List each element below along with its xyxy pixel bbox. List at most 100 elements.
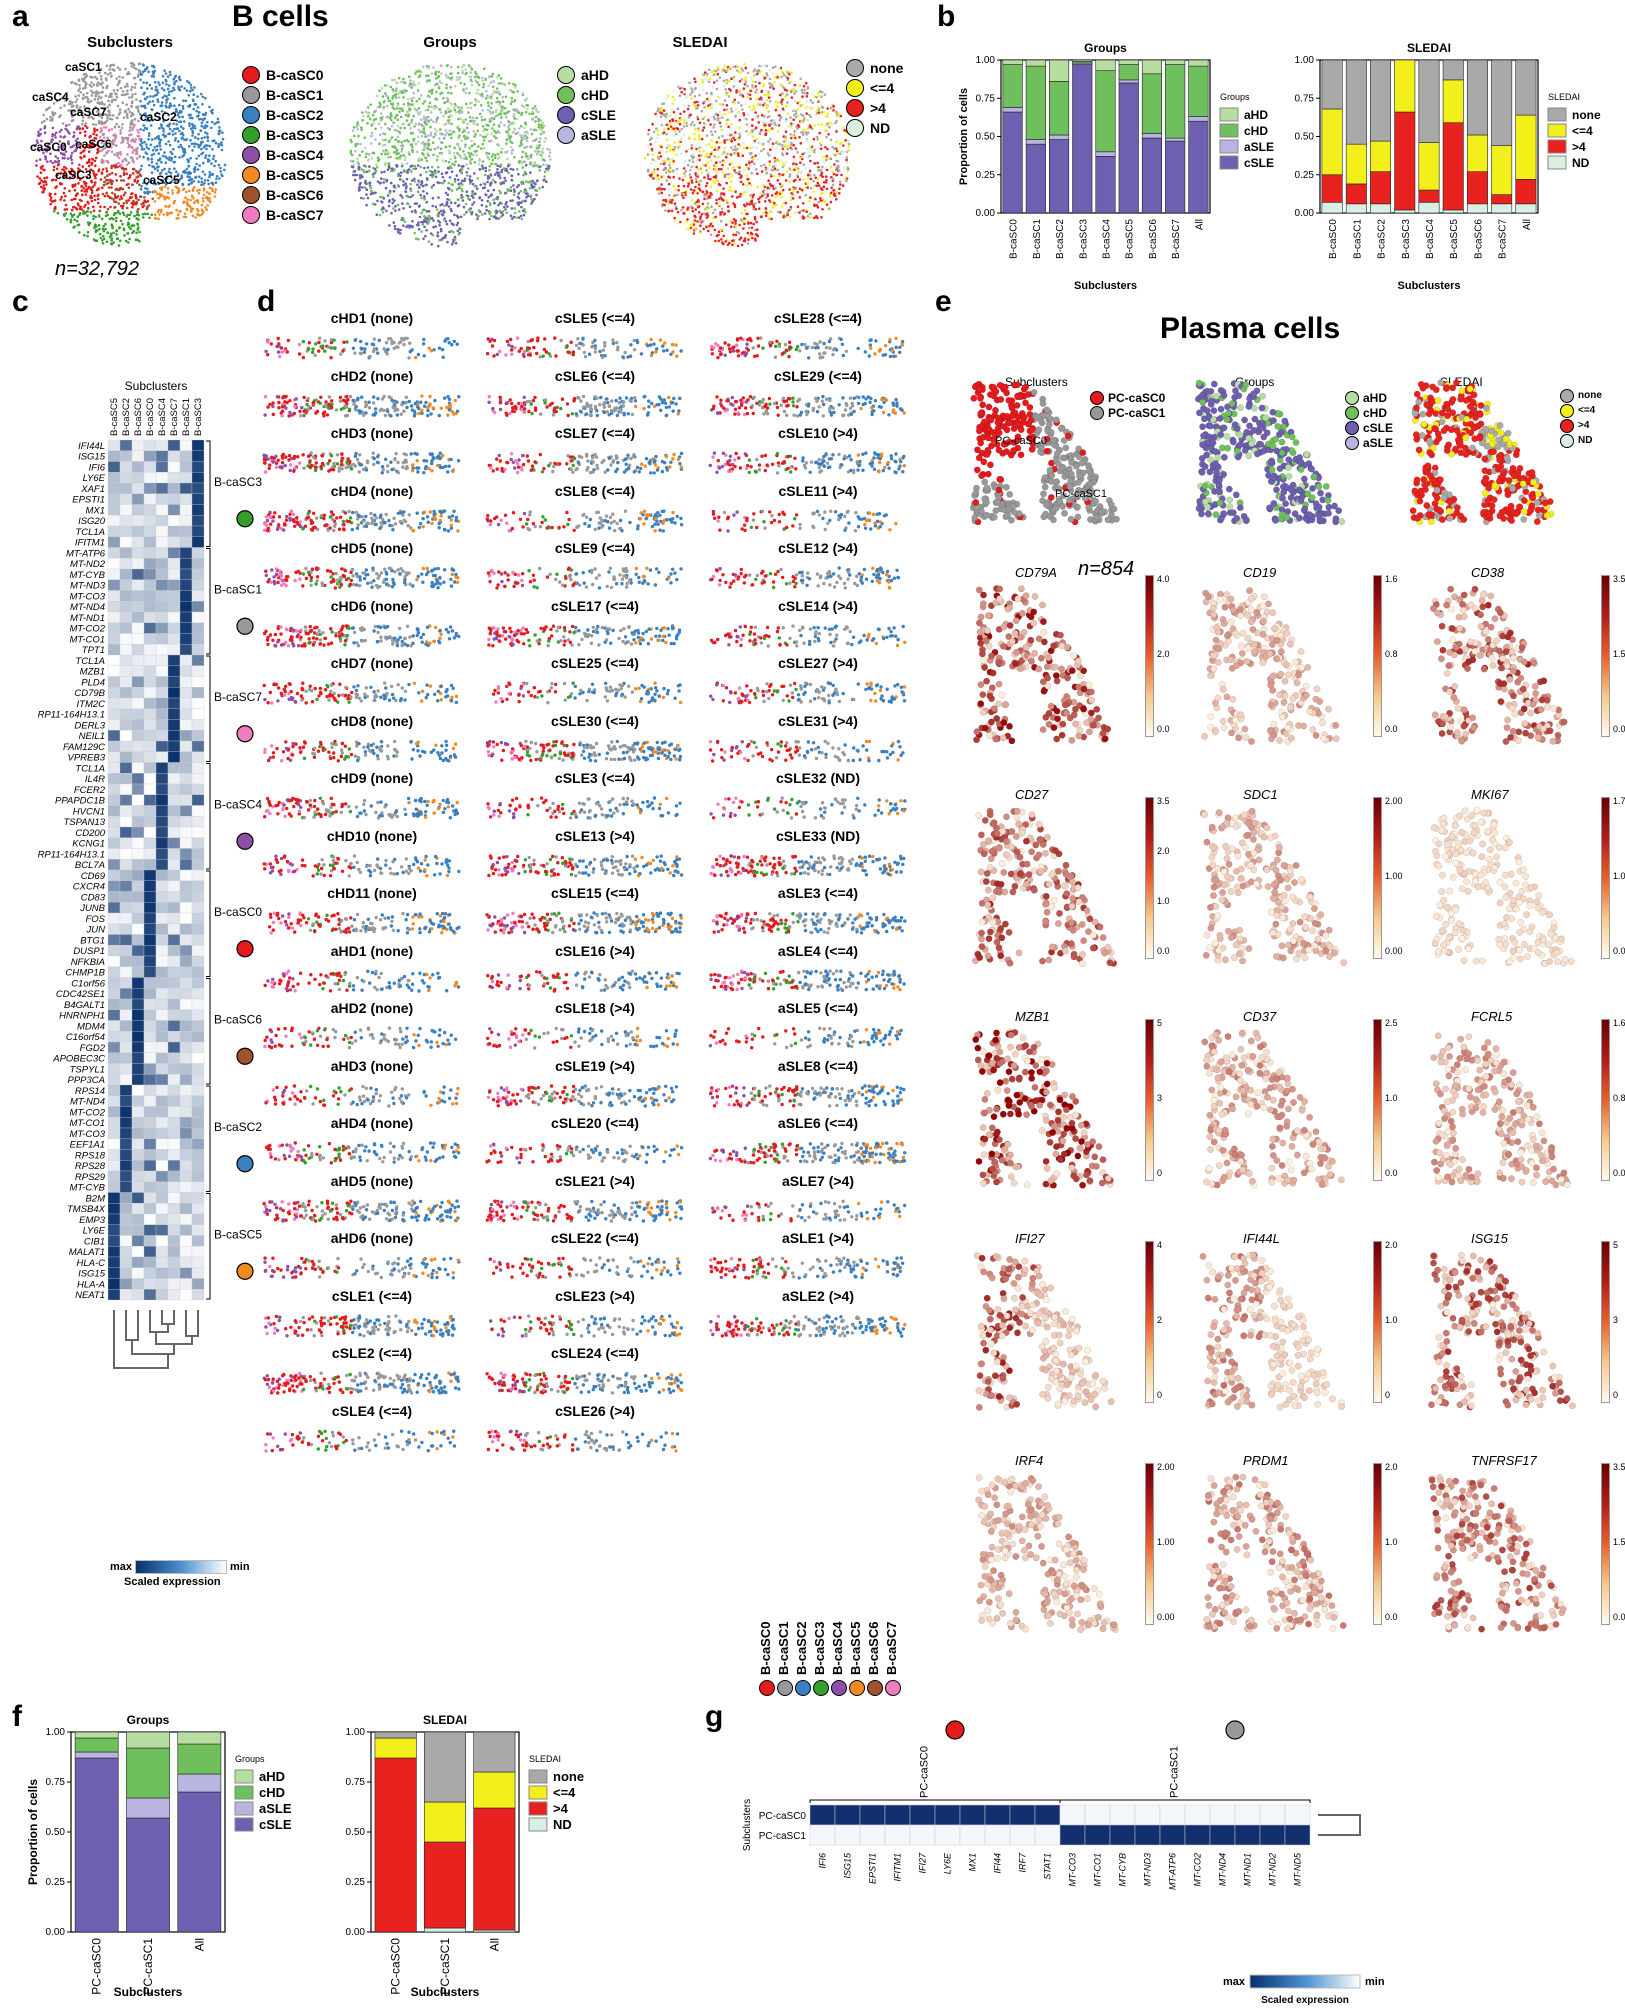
umap-point: [710, 104, 714, 108]
umap-point: [496, 164, 500, 168]
umap-point: [394, 116, 397, 119]
umap-point: [495, 108, 498, 112]
umap-point: [115, 216, 118, 220]
umap-point: [136, 146, 139, 150]
umap-point: [202, 126, 206, 129]
umap-point: [445, 86, 448, 90]
umap-point: [446, 119, 450, 122]
umap-point: [707, 116, 710, 120]
umap-point: [169, 102, 172, 105]
umap-point: [668, 161, 672, 164]
umap-point: [168, 127, 172, 131]
umap-point: [48, 192, 52, 196]
umap-point: [801, 95, 804, 98]
umap-point: [172, 86, 175, 90]
umap-point: [194, 176, 197, 179]
umap-point: [126, 232, 130, 235]
umap-point: [112, 89, 116, 92]
umap-point: [79, 178, 82, 181]
umap-point: [452, 151, 456, 155]
umap-point: [52, 210, 56, 213]
umap-point: [107, 109, 110, 113]
umap-point: [525, 97, 529, 100]
umap-point: [473, 184, 477, 188]
umap-point: [128, 72, 131, 75]
umap-point: [488, 120, 492, 123]
umap-point: [447, 133, 451, 136]
umap-point: [718, 102, 722, 106]
umap-point: [70, 81, 73, 84]
umap-point: [743, 190, 747, 194]
umap-point: [78, 87, 82, 90]
umap-point: [721, 128, 725, 131]
umap-point: [806, 118, 809, 122]
umap-point: [409, 182, 412, 186]
umap-point: [476, 217, 479, 221]
umap-point: [392, 121, 395, 124]
umap-point: [40, 139, 43, 143]
umap-point: [423, 120, 426, 124]
umap-point: [157, 127, 161, 130]
umap-point: [730, 133, 733, 136]
umap-point: [127, 199, 131, 202]
umap-point: [499, 113, 503, 116]
umap-point: [86, 210, 89, 213]
umap-point: [143, 126, 147, 130]
umap-point: [680, 136, 683, 139]
umap-point: [729, 180, 733, 183]
umap-point: [672, 184, 675, 188]
umap-point: [53, 133, 57, 137]
umap-point: [484, 135, 487, 139]
umap-point: [816, 181, 820, 185]
umap-point: [681, 206, 685, 209]
umap-point: [361, 186, 364, 189]
umap-point: [672, 175, 675, 179]
umap-point: [353, 150, 357, 153]
umap-point: [821, 175, 825, 178]
umap-point: [734, 222, 737, 225]
umap-point: [181, 104, 185, 108]
umap-point: [88, 161, 91, 164]
umap-point: [539, 132, 543, 136]
umap-point: [472, 119, 475, 123]
umap-point: [114, 195, 117, 198]
umap-point: [503, 176, 506, 180]
umap-point: [751, 135, 755, 138]
umap-point: [787, 71, 790, 74]
umap-point: [472, 196, 475, 199]
umap-point: [817, 111, 821, 114]
umap-point: [454, 84, 457, 88]
umap-point: [208, 154, 211, 157]
umap-point: [480, 167, 483, 171]
umap-point: [70, 102, 73, 105]
umap-point: [795, 162, 798, 166]
umap-point: [450, 243, 454, 246]
umap-point: [497, 144, 501, 147]
umap-point: [744, 66, 747, 70]
umap-point: [504, 179, 507, 183]
umap-point: [776, 194, 779, 197]
umap-point: [703, 176, 706, 179]
umap-point: [105, 169, 109, 173]
umap-point: [117, 125, 121, 129]
umap-point: [413, 177, 416, 181]
umap-point: [105, 141, 108, 145]
umap-point: [755, 168, 758, 171]
umap-point: [190, 194, 194, 197]
umap-point: [100, 140, 104, 143]
umap-point: [367, 106, 370, 109]
umap-point: [116, 83, 120, 87]
umap-point: [673, 218, 677, 222]
umap-point: [70, 198, 74, 202]
umap-point: [163, 167, 166, 171]
umap-point: [727, 80, 731, 83]
umap-point: [449, 86, 452, 89]
umap-point: [147, 132, 151, 135]
umap-point: [548, 155, 551, 158]
umap-point: [509, 214, 513, 217]
umap-point: [60, 128, 63, 132]
umap-point: [718, 96, 722, 100]
umap-point: [94, 93, 98, 97]
umap-point: [139, 195, 142, 199]
umap-point: [189, 113, 192, 117]
